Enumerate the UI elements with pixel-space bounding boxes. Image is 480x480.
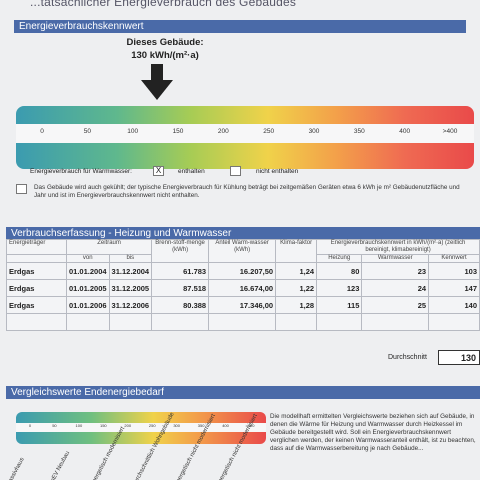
col-from: von: [66, 254, 110, 263]
consumption-table: Energieträger Zeitraum Brenn-stoff-menge…: [6, 239, 480, 331]
col-heating: Heizung: [316, 254, 363, 263]
cell-water: 25: [361, 296, 430, 314]
comparison-tick-label: 0: [28, 423, 32, 428]
cell-kennwert: 147: [428, 279, 480, 297]
cell-hw: 16.674,00: [208, 279, 277, 297]
average-label: Durchschnitt: [388, 354, 427, 361]
table-row: Erdgas 01.01.2004 31.12.2004 61.783 16.2…: [6, 262, 480, 280]
scale-tick-label: 400: [399, 128, 411, 135]
table-row: Erdgas 01.01.2005 31.12.2005 87.518 16.6…: [6, 279, 480, 297]
average-value: 130: [438, 350, 480, 365]
not-included-label: nicht enthalten: [256, 168, 299, 175]
cell-from: 01.01.2004: [66, 262, 110, 280]
comparison-tick-label: 300: [173, 423, 180, 428]
building-label-line2: 130 kWh/(m²·a): [131, 50, 199, 61]
building-value-label: Dieses Gebäude: 130 kWh/(m²·a): [120, 36, 210, 62]
scale-tick-label: 300: [308, 128, 320, 135]
cell-carrier: Erdgas: [6, 279, 67, 297]
comparison-category-label: Passivhaus: [6, 456, 26, 480]
comparison-tick-label: 200: [124, 423, 132, 428]
table-row: Erdgas 01.01.2006 31.12.2006 80.388 17.3…: [6, 296, 480, 314]
scale-tick-label: 50: [83, 128, 91, 135]
cell-climate: 1,24: [275, 262, 318, 280]
cell-to: 31.12.2006: [108, 296, 153, 314]
cell-fuel: 87.518: [151, 279, 210, 297]
page-title: ...tatsächlicher Energieverbrauch des Ge…: [30, 0, 297, 9]
col-hot-water: Warmwasser: [361, 254, 430, 263]
scale-tick-label: 250: [263, 128, 275, 135]
comparison-tick-label: >400: [245, 423, 255, 428]
cell-kennwert: 140: [428, 296, 480, 314]
col-period: Zeitraum: [65, 239, 153, 255]
section-header-verbrauch: Verbrauchserfassung - Heizung und Warmwa…: [6, 227, 480, 240]
comparison-explanation: Die modellhaft ermittelten Vergleichswer…: [270, 413, 476, 452]
comparison-category-label: EnEV Neubau: [48, 450, 72, 480]
cell-heating: 80: [316, 262, 363, 280]
comparison-tick-label: 400: [222, 423, 229, 428]
cell-water: 23: [361, 262, 430, 280]
cell-hw: 17.346,00: [208, 296, 277, 314]
energy-scale-ticks-band: [16, 124, 474, 143]
section-header-vergleich: Vergleichswerte Endenergiebedarf: [6, 386, 480, 399]
col-hot-water-share: Anteil Warm-wasser (kWh): [208, 239, 277, 263]
scale-tick-label: 350: [353, 128, 365, 135]
cell-carrier: Erdgas: [6, 296, 67, 314]
building-label-line1: Dieses Gebäude:: [126, 37, 204, 48]
comparison-tick-label: 150: [99, 423, 107, 428]
comparison-scale-ticks-band: [16, 423, 266, 432]
not-included-checkbox[interactable]: [230, 166, 241, 176]
included-label: enthalten: [178, 168, 205, 175]
cooling-note: Das Gebäude wird auch gekühlt; der typis…: [34, 184, 460, 199]
cell-water: 24: [361, 279, 430, 297]
cooling-checkbox[interactable]: [16, 184, 27, 194]
hot-water-label: Energieverbrauch für Warmwasser:: [30, 168, 132, 175]
cell-from: 01.01.2005: [66, 279, 110, 297]
comparison-tick-label: 250: [148, 423, 156, 428]
cell-carrier: Erdgas: [6, 262, 67, 280]
cell-climate: 1,22: [275, 279, 318, 297]
table-row-empty: [6, 313, 480, 331]
cell-to: 31.12.2004: [108, 262, 153, 280]
scale-tick-label: 150: [172, 128, 184, 135]
included-checkbox[interactable]: X: [153, 166, 164, 176]
scale-tick-label: 0: [40, 128, 44, 135]
comparison-tick-label: 100: [75, 423, 83, 428]
cell-climate: 1,28: [275, 296, 318, 314]
col-fuel: Brenn-stoff-menge (kWh): [151, 239, 210, 263]
cell-heating: 123: [316, 279, 363, 297]
scale-tick-label: >400: [442, 128, 458, 135]
cell-hw: 16.207,50: [208, 262, 277, 280]
col-to: bis: [108, 254, 153, 263]
cell-from: 01.01.2006: [66, 296, 110, 314]
section-header-kennwert: Energieverbrauchskennwert: [14, 20, 466, 33]
comparison-tick-label: 50: [52, 423, 57, 428]
cell-fuel: 80.388: [151, 296, 210, 314]
cell-heating: 115: [316, 296, 363, 314]
scale-tick-label: 100: [127, 128, 139, 135]
col-kennwert-short: Kennwert: [428, 254, 480, 263]
down-arrow-icon: [141, 64, 173, 100]
col-kennwert: Energieverbrauchskennwert in kWh/(m²·a) …: [316, 239, 480, 255]
cell-kennwert: 103: [428, 262, 480, 280]
col-climate-factor: Klima-faktor: [275, 239, 318, 263]
scale-tick-label: 200: [217, 128, 229, 135]
cell-to: 31.12.2005: [108, 279, 153, 297]
col-carrier: Energieträger: [6, 239, 67, 255]
cell-fuel: 61.783: [151, 262, 210, 280]
comparison-tick-label: 350: [197, 423, 205, 428]
